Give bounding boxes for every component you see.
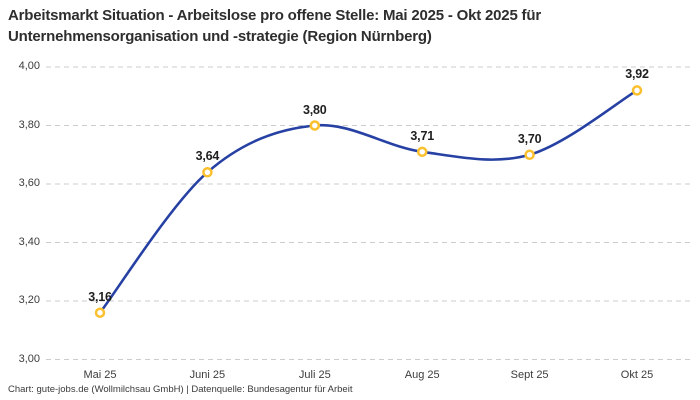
data-point-marker — [309, 120, 321, 131]
x-axis-tick-label: Okt 25 — [620, 369, 654, 381]
y-axis-tick-label: 3,40 — [18, 235, 40, 248]
chart-title: Arbeitsmarkt Situation - Arbeitslose pro… — [8, 7, 541, 45]
data-point-marker — [416, 146, 428, 158]
data-point-label: 3,80 — [303, 102, 327, 117]
x-axis-tick-label: Juli 25 — [298, 369, 331, 381]
data-point-marker — [631, 85, 643, 96]
x-axis-tick-label: Sept 25 — [510, 369, 549, 381]
y-axis-tick-label: 3,20 — [18, 294, 40, 306]
x-axis-tick-label: Aug 25 — [404, 369, 440, 381]
x-axis-tick-label: Mai 25 — [83, 369, 117, 381]
data-point-label: 3,92 — [625, 67, 649, 82]
data-point-label: 3,64 — [195, 149, 220, 164]
data-point-marker — [524, 149, 535, 160]
chart-credit: Chart: gute-jobs.de (Wollmilchsau GmbH) … — [8, 384, 353, 395]
data-point-label: 3,16 — [88, 289, 112, 304]
x-axis-tick-label: Juni 25 — [189, 369, 226, 381]
data-point-marker — [94, 307, 106, 318]
y-axis-tick-label: 3,80 — [18, 118, 40, 131]
y-axis-tick-label: 3,60 — [18, 177, 40, 189]
y-axis-tick-label: 3,00 — [18, 352, 40, 365]
y-axis-tick-label: 4,00 — [18, 60, 40, 72]
series-line — [98, 89, 639, 314]
data-point-marker — [202, 167, 213, 178]
data-point-label: 3,71 — [410, 128, 434, 143]
data-point-label: 3,70 — [517, 131, 542, 146]
